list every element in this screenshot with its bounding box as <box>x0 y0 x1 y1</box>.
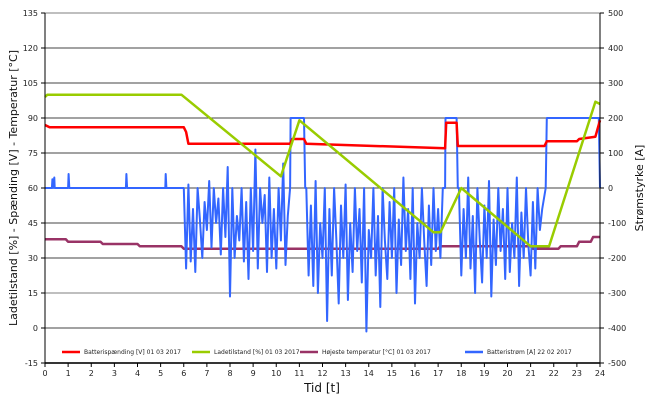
y-tick-label: 30 <box>28 254 38 263</box>
x-tick-label: 11 <box>294 369 304 378</box>
legend-label: Højeste temperatur [°C] 01 03 2017 <box>322 349 431 356</box>
x-tick-label: 13 <box>341 369 351 378</box>
x-tick-label: 24 <box>595 369 605 378</box>
y2-tick-label: -500 <box>608 359 626 368</box>
y2-tick-label: 500 <box>608 9 623 18</box>
y2-tick-label: 200 <box>608 114 623 123</box>
series-lines <box>44 93 602 333</box>
x-tick-label: 14 <box>364 369 374 378</box>
x-tick-label: 12 <box>317 369 327 378</box>
y2-tick-label: 300 <box>608 79 623 88</box>
x-tick-label: 21 <box>526 369 536 378</box>
y-tick-label: 60 <box>28 184 38 193</box>
y2-axis-label: Strømstyrke [A] <box>633 145 646 232</box>
series-line-3 <box>45 117 601 333</box>
x-axis-label: Tid [t] <box>303 381 340 395</box>
y2-tick-label: 0 <box>608 184 613 193</box>
y-tick-label: 15 <box>28 289 38 298</box>
x-tick-label: 15 <box>387 369 397 378</box>
y-tick-label: 75 <box>28 149 38 158</box>
x-tick-label: 22 <box>549 369 559 378</box>
legend-label: Batteristrøm [A] 22 02 2017 <box>487 349 572 356</box>
x-tick-label: 18 <box>456 369 466 378</box>
x-tick-label: 2 <box>89 369 94 378</box>
x-tick-label: 8 <box>227 369 232 378</box>
y2-tick-label: -200 <box>608 254 626 263</box>
tick-labels: -150153045607590105120135-500-400-300-20… <box>23 9 626 378</box>
x-tick-label: 7 <box>204 369 209 378</box>
x-tick-label: 4 <box>135 369 140 378</box>
y-tick-label: 105 <box>23 79 38 88</box>
x-tick-label: 9 <box>251 369 256 378</box>
y-tick-label: 135 <box>23 9 38 18</box>
x-tick-label: 17 <box>433 369 443 378</box>
y2-tick-label: 400 <box>608 44 623 53</box>
x-tick-label: 0 <box>42 369 47 378</box>
legend: Batterispænding [V] 01 03 2017 Ladetilsta… <box>62 349 572 356</box>
y2-tick-label: -300 <box>608 289 626 298</box>
y-tick-label: 45 <box>28 219 38 228</box>
legend-label: Batterispænding [V] 01 03 2017 <box>84 349 181 356</box>
axes <box>41 12 604 367</box>
y2-tick-label: 100 <box>608 149 623 158</box>
y2-tick-label: -400 <box>608 324 626 333</box>
y-tick-label: 90 <box>28 114 38 123</box>
x-tick-label: 23 <box>572 369 582 378</box>
y2-tick-label: -100 <box>608 219 626 228</box>
x-tick-label: 16 <box>410 369 420 378</box>
y-tick-label: 0 <box>33 324 38 333</box>
x-tick-label: 1 <box>66 369 71 378</box>
x-tick-label: 10 <box>271 369 281 378</box>
legend-label: Ladetilstand [%] 01 03 2017 <box>214 349 300 356</box>
y-axis-label: Ladetilstand [%] - Spænding [V] - Temper… <box>7 50 20 326</box>
series-line-1 <box>44 93 601 248</box>
x-tick-label: 6 <box>181 369 186 378</box>
x-tick-label: 19 <box>479 369 489 378</box>
x-tick-label: 3 <box>112 369 117 378</box>
x-tick-label: 20 <box>502 369 512 378</box>
y-tick-label: 120 <box>23 44 38 53</box>
x-tick-label: 5 <box>158 369 163 378</box>
series-line-0 <box>44 119 602 150</box>
y-tick-label: -15 <box>25 359 38 368</box>
